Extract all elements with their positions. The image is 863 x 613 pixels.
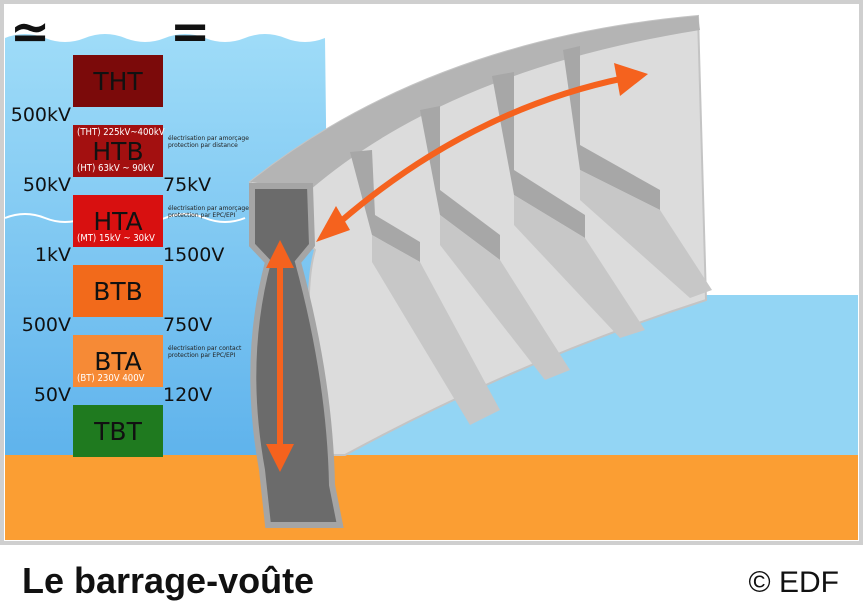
hazard-note-hta: électrisation par amorçage protection pa… [168,205,249,219]
arch-arrow [316,63,648,242]
voltage-level-code: HTA [93,206,143,236]
ac-threshold-label: 1kV [34,244,71,266]
dam-scene [0,0,863,545]
dam-section [249,183,344,528]
voltage-level-code: BTA [94,346,142,376]
dc-threshold-label: 1500V [163,244,225,266]
buttresses [350,46,660,262]
direct-current-symbol: = [170,4,211,60]
alternating-current-symbol: ≃ [10,4,51,60]
buttress-shadows [372,170,712,425]
dc-threshold-label: 120V [163,384,213,406]
ac-threshold-label: 50kV [22,174,71,196]
voltage-level-code: HTB [92,136,144,166]
voltage-range-lower: (BT) 230V 400V [77,373,145,384]
voltage-level-code: TBT [94,416,142,446]
voltage-range-upper: (THT) 225kV~400kV [77,127,165,138]
voltage-level-code: THT [93,66,143,96]
voltage-level-hta: HTA (MT) 15kV ~ 30kV [73,195,163,247]
voltage-level-htb: HTB (THT) 225kV~400kV (HT) 63kV ~ 90kV [73,125,165,177]
ac-threshold-label: 500V [21,314,71,336]
voltage-range-lower: (HT) 63kV ~ 90kV [77,163,154,174]
ac-threshold-label: 500kV [10,104,71,126]
hazard-note-htb: électrisation par amorçage protection pa… [168,135,249,149]
voltage-level-tht: THT [73,55,163,107]
ground [5,455,858,540]
dc-threshold-label: 750V [163,314,213,336]
dam-crest [250,16,700,190]
voltage-level-tbt: TBT [73,405,163,457]
caption-credit: © EDF [748,566,839,599]
voltage-level-code: BTB [93,276,143,306]
voltage-level-bta: BTA (BT) 230V 400V [73,335,163,387]
voltage-range-lower: (MT) 15kV ~ 30kV [77,233,155,244]
caption-title: Le barrage-voûte [22,560,315,601]
vertical-arrow [266,240,294,472]
hazard-note-bta: électrisation par contact protection par… [168,345,242,359]
ac-threshold-label: 50V [33,384,71,406]
voltage-level-btb: BTB [73,265,163,317]
dc-threshold-label: 75kV [163,174,212,196]
